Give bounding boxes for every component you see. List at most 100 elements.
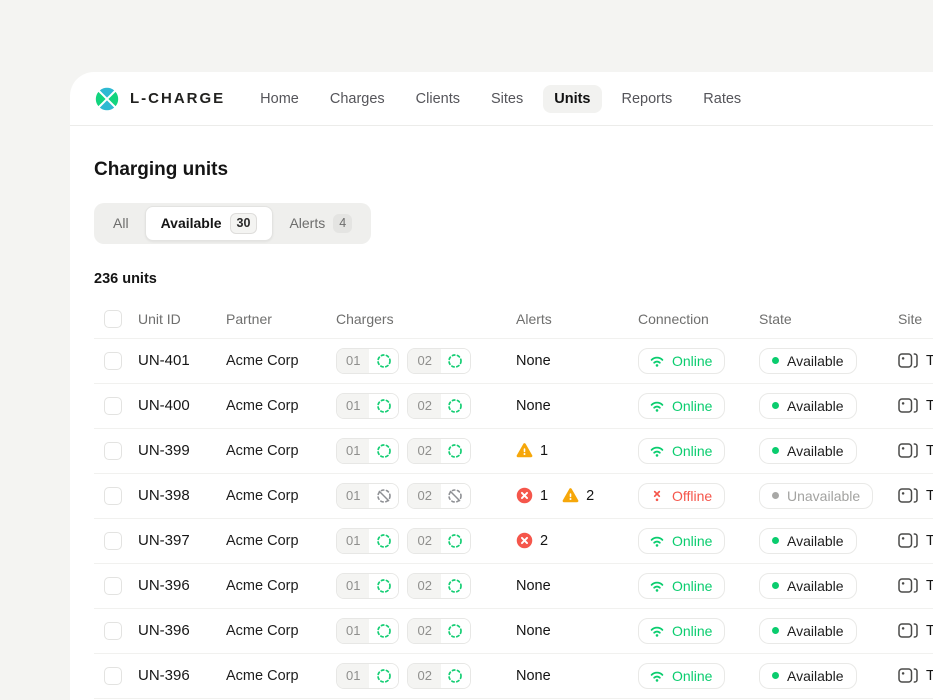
table-row[interactable]: UN-396 Acme Corp 01 02 None Online Available To [94,654,933,699]
table-row[interactable]: UN-396 Acme Corp 01 02 None Online Available To [94,609,933,654]
row-checkbox[interactable] [104,441,122,460]
wifi-icon [650,671,664,682]
charger-chip-01[interactable]: 01 [336,572,400,599]
state-label: Available [787,352,844,369]
site-cell[interactable]: To [898,352,933,369]
site-cell[interactable]: To [898,487,933,504]
site-cell[interactable]: To [898,577,933,594]
header-checkbox-cell [94,310,138,328]
filter-tab-available[interactable]: Available 30 [144,206,274,241]
charger-status [440,348,470,373]
alert-count: 1 [540,442,549,459]
table-row[interactable]: UN-398 Acme Corp 01 02 1 2 Offline Unavailable T… [94,474,933,519]
table-row[interactable]: UN-396 Acme Corp 01 02 None Online Available To [94,564,933,609]
charger-number: 01 [337,348,370,373]
charger-chip-01[interactable]: 01 [336,392,400,419]
state-cell: Available [759,617,898,644]
alerts-none-label: None [516,577,551,594]
state-dot [772,447,779,454]
charger-chip-01[interactable]: 01 [336,437,400,464]
connection-label: Online [672,532,713,549]
row-checkbox[interactable] [104,621,122,640]
charger-status [369,483,399,508]
connection-badge: Online [638,572,726,599]
row-checkbox[interactable] [104,531,122,550]
charger-dashed-circle-icon [377,623,391,638]
state-dot [772,492,779,499]
charger-chip-01[interactable]: 01 [336,347,400,374]
row-checkbox[interactable] [104,351,122,370]
site-cell[interactable]: To [898,532,933,549]
nav-item-reports[interactable]: Reports [621,90,673,107]
charger-number: 02 [408,393,441,418]
brand-logo[interactable]: L-CHARGE [94,86,225,112]
unit-id: UN-400 [138,397,190,414]
filter-tab-all[interactable]: All [97,208,145,238]
connection-badge: Online [638,437,726,464]
row-checkbox[interactable] [104,576,122,595]
row-checkbox[interactable] [104,486,122,505]
alerts-cell: None [516,623,638,639]
site-label: To [926,487,933,504]
row-checkbox[interactable] [104,666,122,685]
charger-chip-02[interactable]: 02 [407,527,471,554]
row-checkbox-cell [94,576,138,595]
filter-tab-alerts[interactable]: Alerts 4 [273,207,368,240]
state-label: Available [787,667,844,684]
charger-chip-02[interactable]: 02 [407,617,471,644]
charger-dashed-circle-icon [448,578,463,593]
site-kiosk-icon [898,443,918,458]
connection-label: Online [672,577,713,594]
connection-badge: Offline [638,482,726,509]
site-cell[interactable]: To [898,667,933,684]
charger-status [440,528,470,553]
charger-dashed-circle-icon [377,578,391,593]
charger-dashed-circle-icon [448,443,463,458]
site-label: To [926,532,933,549]
column-header-site: Site [898,311,923,327]
charger-dashed-circle-icon [448,623,463,638]
connection-cell: Online [638,527,759,554]
row-checkbox-cell [94,351,138,370]
connection-cell: Online [638,662,759,689]
charger-chip-02[interactable]: 02 [407,662,471,689]
main-card: L-CHARGE Home Charges Clients Sites Units Rep… [70,72,933,700]
charger-number: 02 [408,573,441,598]
connection-cell: Online [638,617,759,644]
charger-chip-01[interactable]: 01 [336,662,400,689]
table-row[interactable]: UN-401 Acme Corp 01 02 None Online Available To [94,339,933,384]
nav-item-sites[interactable]: Sites [491,90,524,107]
charger-dashed-circle-icon [448,398,463,413]
charger-chip-02[interactable]: 02 [407,572,471,599]
table-row[interactable]: UN-397 Acme Corp 01 02 2 Online Available To [94,519,933,564]
unit-id: UN-396 [138,667,190,684]
charger-chip-02[interactable]: 02 [407,437,471,464]
charger-chip-01[interactable]: 01 [336,527,400,554]
row-checkbox[interactable] [104,396,122,415]
state-cell: Available [759,527,898,554]
charger-number: 01 [337,483,370,508]
select-all-checkbox[interactable] [104,310,122,328]
charger-status [440,618,470,643]
site-cell[interactable]: To [898,442,933,459]
nav-item-charges[interactable]: Charges [329,90,385,107]
page-title: Charging units [94,159,229,180]
site-label: To [926,667,933,684]
charger-chip-02[interactable]: 02 [407,482,471,509]
charger-chip-02[interactable]: 02 [407,347,471,374]
site-cell[interactable]: To [898,397,933,414]
table-row[interactable]: UN-399 Acme Corp 01 02 1 Online Available To [94,429,933,474]
nav-item-units[interactable]: Units [543,84,602,113]
site-cell[interactable]: To [898,622,933,639]
site-kiosk-icon [898,353,918,368]
nav-item-clients[interactable]: Clients [415,90,460,107]
alert-warning: 2 [562,487,594,504]
row-checkbox-cell [94,441,138,460]
table-row[interactable]: UN-400 Acme Corp 01 02 None Online Available To [94,384,933,429]
charger-chip-02[interactable]: 02 [407,392,471,419]
nav-item-rates[interactable]: Rates [703,90,742,107]
charger-chip-01[interactable]: 01 [336,482,400,509]
nav-item-home[interactable]: Home [260,90,299,107]
charger-chip-01[interactable]: 01 [336,617,400,644]
